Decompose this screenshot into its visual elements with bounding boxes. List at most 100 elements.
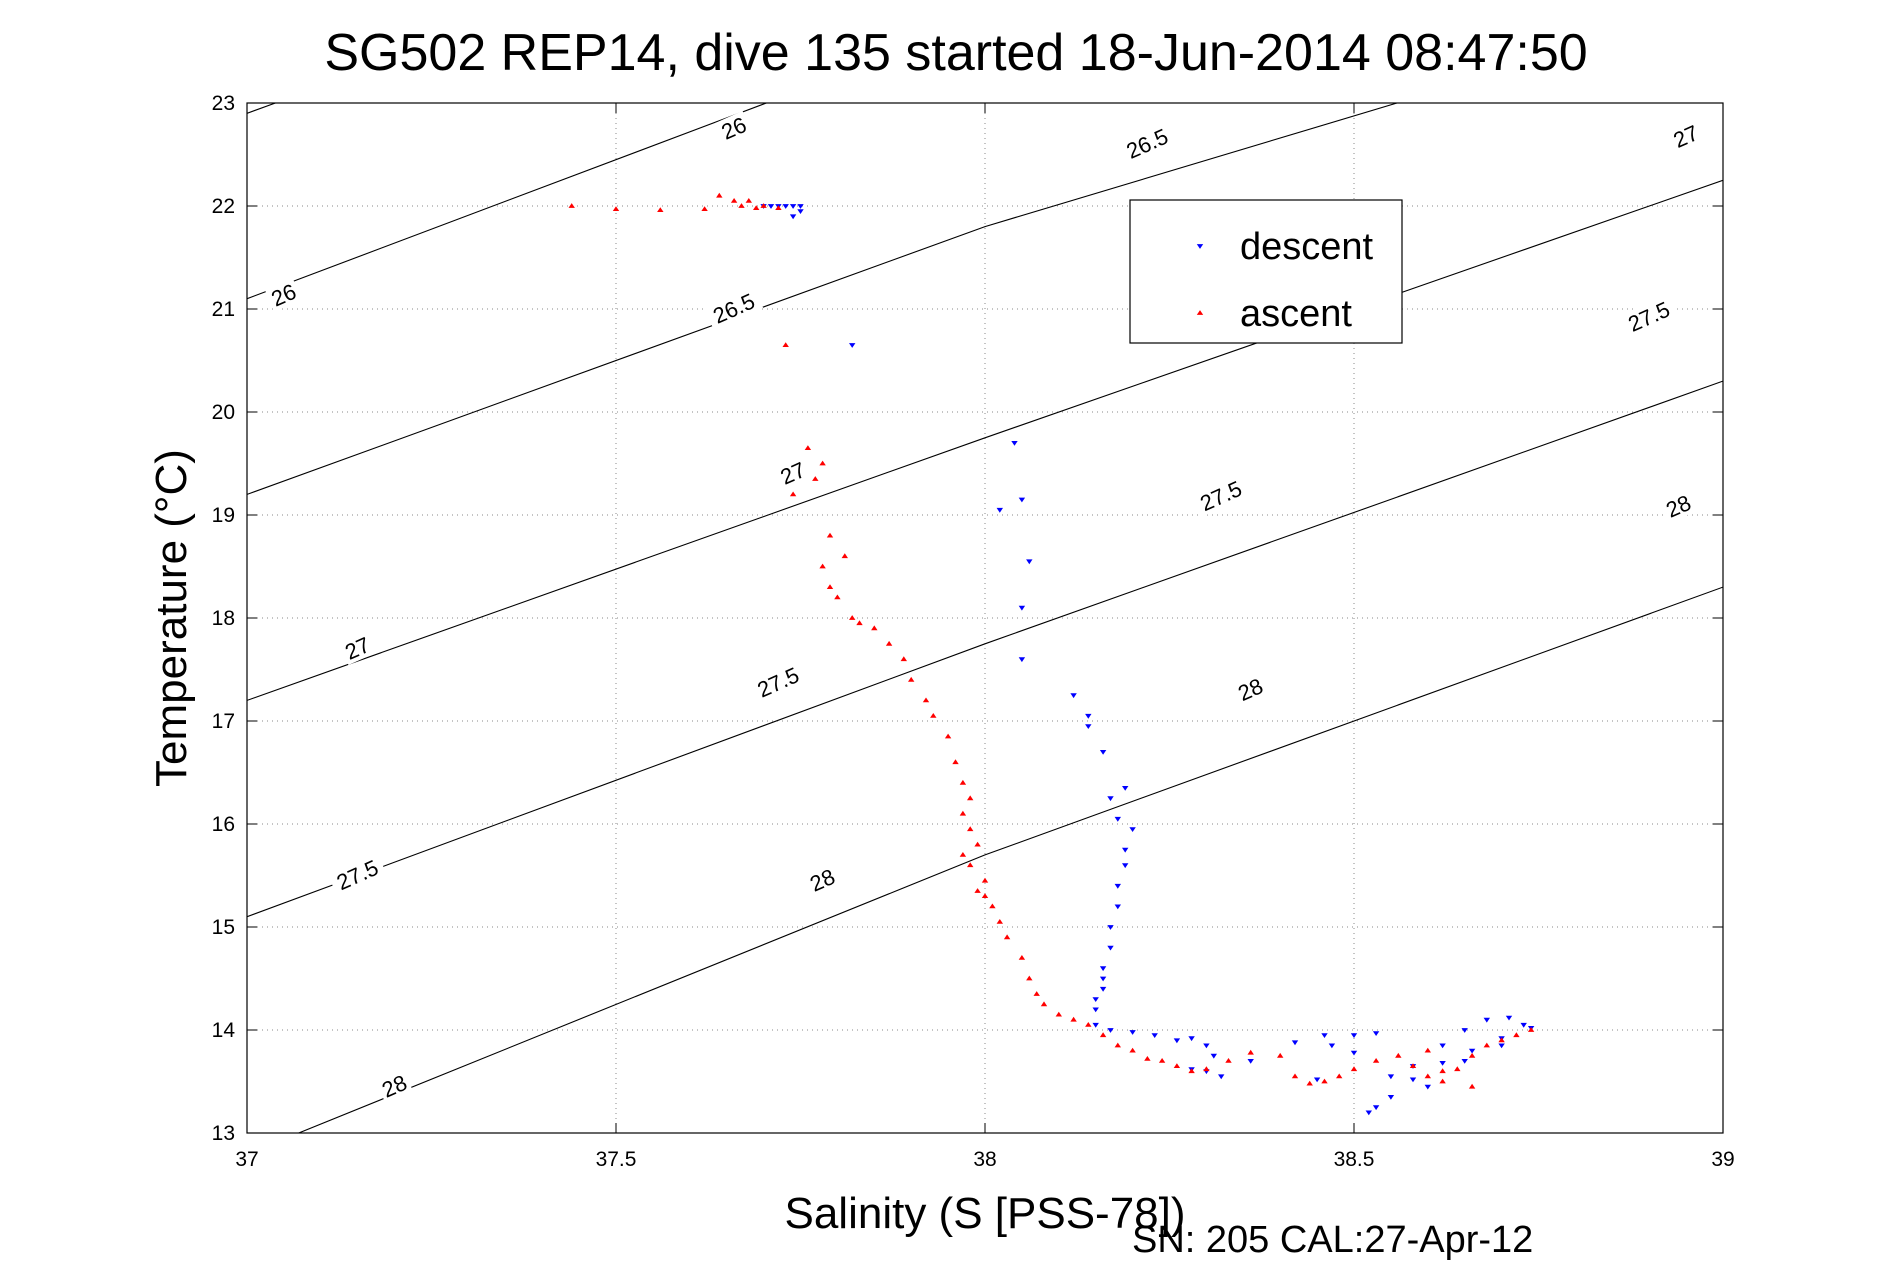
ascent-point [789,491,797,497]
x-tick-label: 38 [973,1148,996,1171]
descent-point [767,204,775,209]
y-tick-label: 15 [212,916,235,939]
ascent-point [1003,934,1011,940]
ascent-point [1277,1052,1284,1058]
ascent-point [1291,1073,1299,1079]
ascent-point [974,841,981,847]
descent-marker-icon [1196,244,1204,249]
ascent-point [1321,1078,1328,1084]
x-tick-label: 37.5 [596,1148,637,1171]
ascent-point [1040,1001,1048,1007]
descent-point [1439,1061,1446,1066]
ascent-point [841,553,848,559]
descent-point [1424,1084,1431,1090]
contour-line-28-5 [298,586,1723,1133]
descent-point [1099,750,1107,755]
descent-point [1387,1095,1395,1100]
descent-point [1085,713,1092,719]
contour-label-bg [1619,294,1679,339]
ascent-marker-icon [1196,310,1204,315]
descent-point [1321,1033,1328,1038]
ascent-point [871,625,878,631]
ascent-point [612,206,620,211]
ascent-point [812,476,819,481]
y-tick-label: 18 [212,607,235,630]
ascent-point [1454,1066,1461,1072]
legend-ascent-marker [1196,310,1204,315]
contour-label-bg [338,630,376,666]
descent-point [1203,1043,1210,1049]
ascent-point [657,207,664,212]
descent-point [1387,1074,1395,1080]
chart-title: SG502 REP14, dive 135 started 18-Jun-201… [324,24,1587,82]
y-axis-label: Temperature (°C) [147,449,196,787]
descent-point [797,204,804,209]
descent-point [1092,997,1099,1002]
descent-point [1092,1007,1099,1013]
contour-label-bg [748,660,808,704]
ascent-point [716,192,723,198]
ascent-point [1033,991,1040,996]
descent-point [1129,1030,1136,1035]
ascent-point [981,877,989,883]
y-tick-label: 16 [212,813,235,836]
descent-point [1018,497,1026,503]
descent-point [1247,1059,1254,1064]
contour-label-bg [774,455,812,490]
contour-label-bg [715,110,753,145]
ascent-point [856,620,863,626]
descent-point [1114,816,1121,822]
descent-point [1505,1015,1513,1021]
ascent-point [1055,1011,1062,1017]
descent-point [1188,1036,1195,1042]
contour-label-bg [704,286,764,331]
ascent-point [1350,1066,1358,1072]
contour-label-bg [264,277,303,312]
y-tick-label: 22 [212,195,235,218]
descent-point [797,209,804,214]
descent-point [1468,1048,1476,1054]
contour-label-bg [1667,119,1705,154]
ascent-point [900,656,907,662]
descent-point [1107,925,1114,930]
descent-point [1350,1033,1358,1038]
legend-descent-marker [1196,244,1204,249]
y-tick-label: 13 [212,1122,235,1145]
ascent-point [826,584,834,589]
y-tick-label: 14 [212,1019,236,1042]
ascent-point [1372,1058,1380,1063]
ascent-point [1114,1042,1121,1048]
descent-point [1313,1077,1321,1083]
descent-point [1107,796,1114,802]
legend-ascent-label: ascent [1240,293,1352,335]
ascent-point [1085,1022,1092,1027]
contour-label: 27 [338,630,376,666]
descent-point [1107,945,1114,951]
ascent-point [1468,1052,1476,1058]
ascent-point [1070,1016,1077,1022]
descent-point [789,204,797,209]
contour-line-26-5 [247,103,768,300]
descent-point [1498,1043,1505,1049]
descent-point [1173,1038,1181,1044]
ascent-point [1336,1073,1343,1079]
y-tick-label: 23 [212,92,235,115]
ascent-point [1395,1052,1402,1058]
y-tick-label: 19 [212,504,235,527]
x-tick-label: 39 [1711,1148,1734,1171]
descent-point [1011,441,1018,446]
descent-point [1350,1050,1358,1056]
descent-point [1099,986,1107,992]
ascent-point [1188,1068,1195,1074]
ascent-point [1409,1063,1417,1068]
density-contours [247,103,1723,1133]
ascent-point [701,206,708,211]
ascent-point [760,203,767,208]
descent-point [1122,863,1129,869]
descent-point [1409,1077,1417,1083]
ascent-point [834,594,841,600]
ascent-point [1144,1056,1151,1061]
descent-point [1114,904,1121,910]
contour-line-28 [247,380,1723,918]
ascent-point [959,779,967,785]
